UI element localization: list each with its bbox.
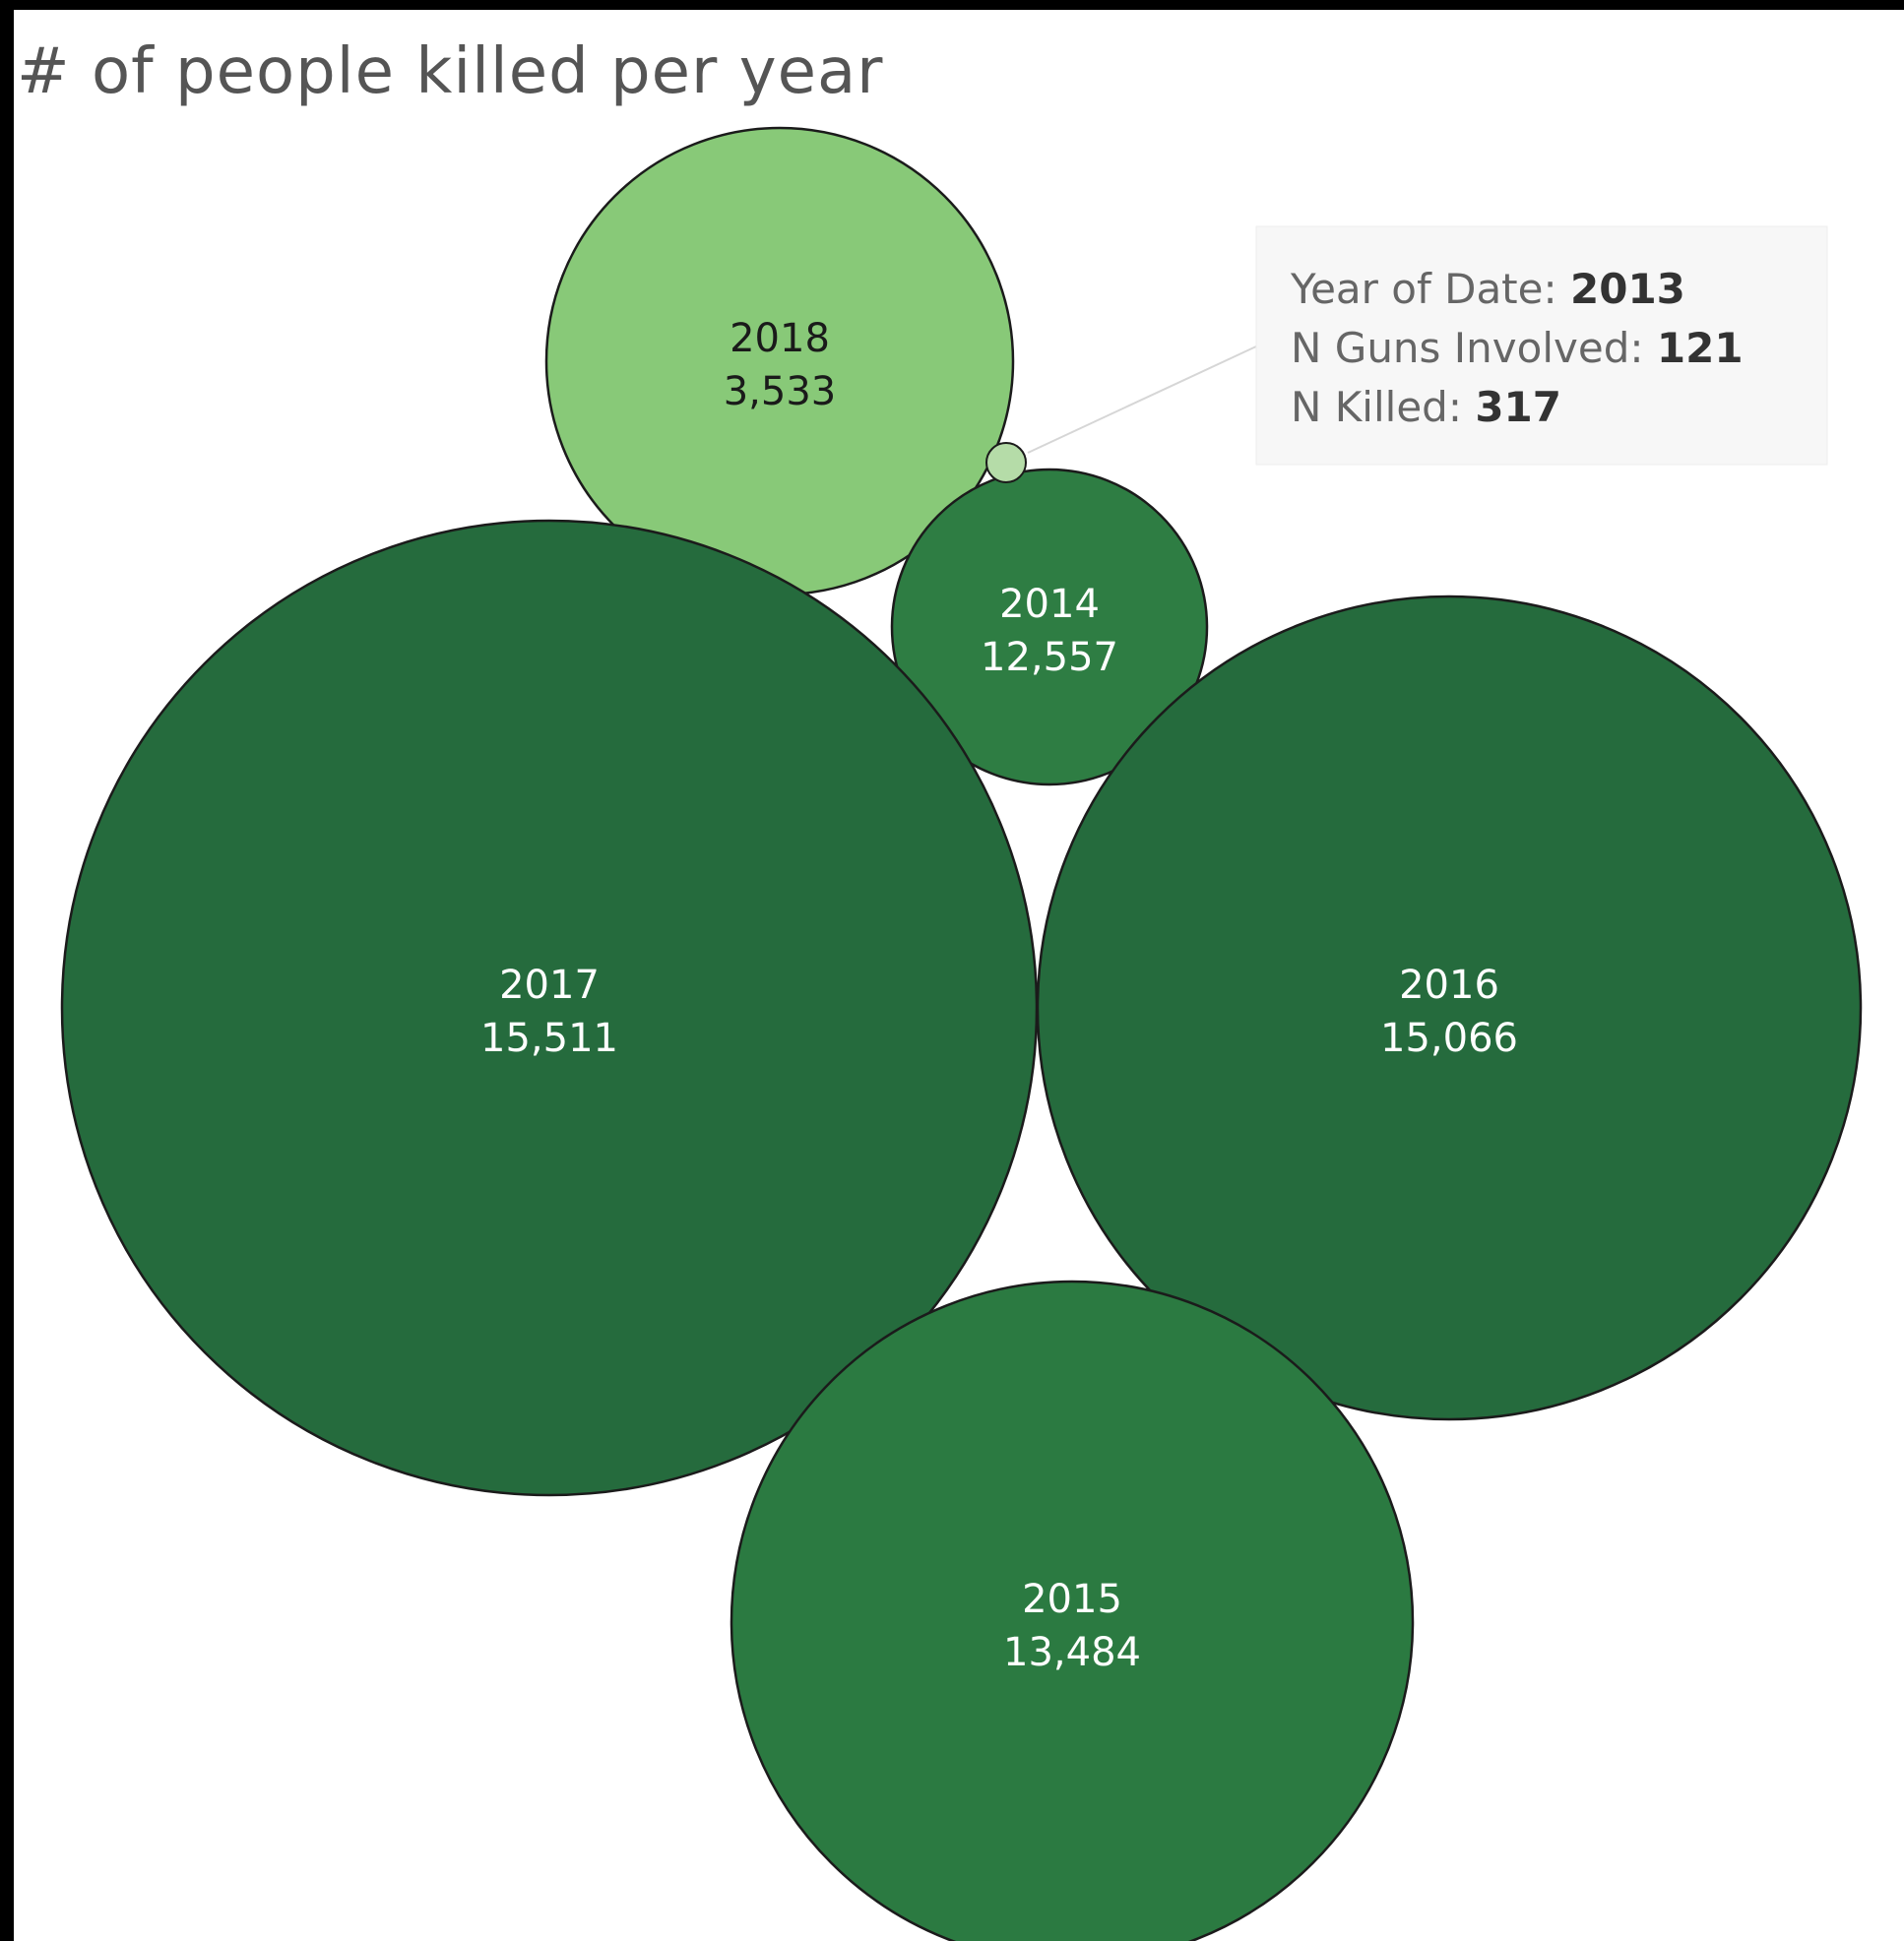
tooltip-row-label: N Guns Involved: [1291,324,1657,372]
bubble-value-label: 13,484 [1003,1630,1141,1675]
bubble-year-label: 2016 [1399,963,1499,1008]
tooltip-row-value: 121 [1657,324,1744,372]
bubble-2015[interactable]: 2015 13,484 [730,1280,1415,1941]
bubble-value-label: 15,066 [1380,1016,1518,1061]
bubble-value-label: 3,533 [724,369,837,414]
bubble-2018[interactable]: 2018 3,533 [544,126,1015,596]
bubble-circle-2013[interactable] [985,442,1027,483]
bubble-value-label: 15,511 [480,1016,618,1061]
bubble-value-label: 12,557 [981,635,1118,680]
tooltip-row: Year of Date: 2013 [1290,265,1685,313]
tooltip-row-label: N Killed: [1291,383,1475,431]
bubble-circle-2016[interactable] [1036,595,1863,1421]
chart-panel: # of people killed per year 2018 3,533 201… [14,10,1904,1941]
bubble-chart: 20183,533201412,557201715,511201615,0662… [60,126,1863,1941]
chart-title: # of people killed per year [17,35,884,108]
bubble-2016[interactable]: 2016 15,066 [1036,595,1863,1421]
tooltip-row-label: Year of Date: [1290,265,1570,313]
tooltip-row: N Guns Involved: 121 [1291,324,1744,372]
tooltip-connector [1027,345,1257,454]
bubble-circle-2014[interactable] [890,468,1209,786]
bubble-year-label: 2018 [730,316,830,361]
bubble-2014[interactable]: 2014 12,557 [890,468,1209,786]
bubble-circle-2015[interactable] [730,1280,1415,1941]
bubble-year-label: 2014 [999,582,1100,627]
tooltip-row-value: 317 [1475,383,1561,431]
bubble-year-label: 2015 [1022,1577,1122,1622]
tooltip-row-value: 2013 [1570,265,1685,313]
bubble-year-label: 2017 [499,963,600,1008]
tooltip-row: N Killed: 317 [1291,383,1561,431]
tooltip-box [1255,225,1828,466]
bubble-2013[interactable] [985,442,1027,483]
